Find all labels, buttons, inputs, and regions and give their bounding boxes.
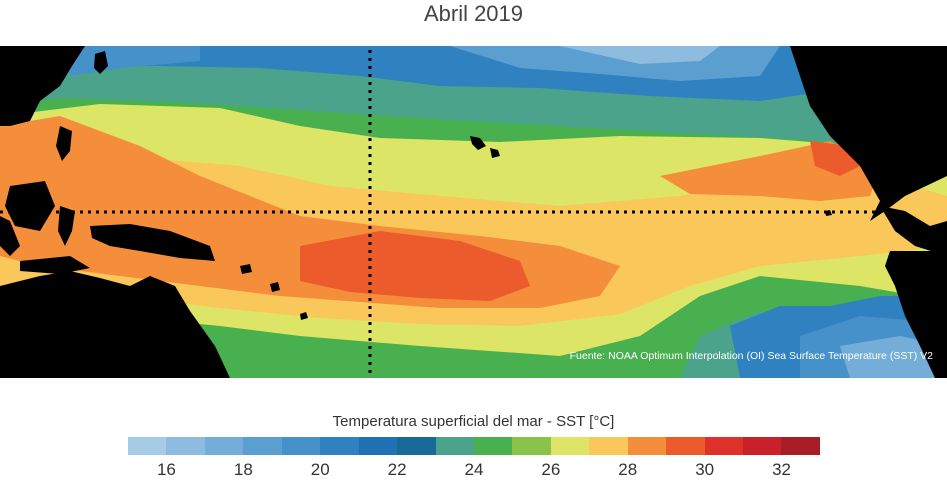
land-japan xyxy=(94,51,108,74)
sst-zone-hottest xyxy=(300,231,530,301)
colorbar-tick-label: 18 xyxy=(233,460,253,479)
land-australia xyxy=(0,271,230,378)
colorbar-tick-label: 22 xyxy=(387,460,407,479)
colorbar-title: Temperatura superficial del mar - SST [°… xyxy=(332,413,615,430)
colorbar-segment xyxy=(743,437,782,455)
sst-zone-south-green xyxy=(180,296,830,378)
colorbar xyxy=(128,437,820,455)
land-pacific-islands xyxy=(240,264,308,320)
colorbar-segment xyxy=(550,437,590,455)
land-new-guinea xyxy=(90,224,215,261)
colorbar-segment xyxy=(281,437,321,455)
land-asia xyxy=(0,46,85,126)
colorbar-segment xyxy=(435,437,474,455)
colorbar-segment xyxy=(589,437,628,455)
colorbar-segment xyxy=(666,437,705,455)
colorbar-tick-label: 16 xyxy=(156,460,176,479)
colorbar-segment xyxy=(473,437,513,455)
colorbar-segment xyxy=(243,437,282,455)
land-hawaii xyxy=(470,136,500,158)
land-philippines xyxy=(56,126,72,161)
colorbar-segment xyxy=(397,437,436,455)
land-americas xyxy=(790,46,947,221)
colorbar-tick-label: 20 xyxy=(310,460,330,479)
colorbar-segment xyxy=(512,437,551,455)
land-indo-islands xyxy=(20,256,90,274)
colorbar-tick-label: 24 xyxy=(464,460,484,479)
colorbar-segment xyxy=(320,437,359,455)
land-south-america xyxy=(885,251,947,378)
colorbar-segment xyxy=(627,437,667,455)
colorbar-ticks: 16 18 20 22 24 26 28 30 32 xyxy=(0,460,947,480)
sst-map xyxy=(0,46,947,378)
colorbar-segment xyxy=(166,437,205,455)
sst-zone-north-coldest xyxy=(560,46,720,64)
colorbar-tick-label: 26 xyxy=(541,460,561,479)
land-sulawesi xyxy=(58,206,75,246)
colorbar-segment xyxy=(781,437,820,455)
land-borneo xyxy=(5,181,55,231)
land-sumatra xyxy=(0,216,20,256)
source-attribution: Fuente: NOAA Optimum Interpolation (OI) … xyxy=(569,350,933,362)
colorbar-tick-label: 30 xyxy=(695,460,715,479)
colorbar-segment xyxy=(358,437,398,455)
colorbar-segment xyxy=(128,437,167,455)
colorbar-tick-label: 32 xyxy=(772,460,792,479)
colorbar-segment xyxy=(704,437,743,455)
map-title: Abril 2019 xyxy=(423,1,524,26)
colorbar-tick-label: 28 xyxy=(618,460,638,479)
land-central-america xyxy=(880,206,947,256)
colorbar-segment xyxy=(204,437,244,455)
